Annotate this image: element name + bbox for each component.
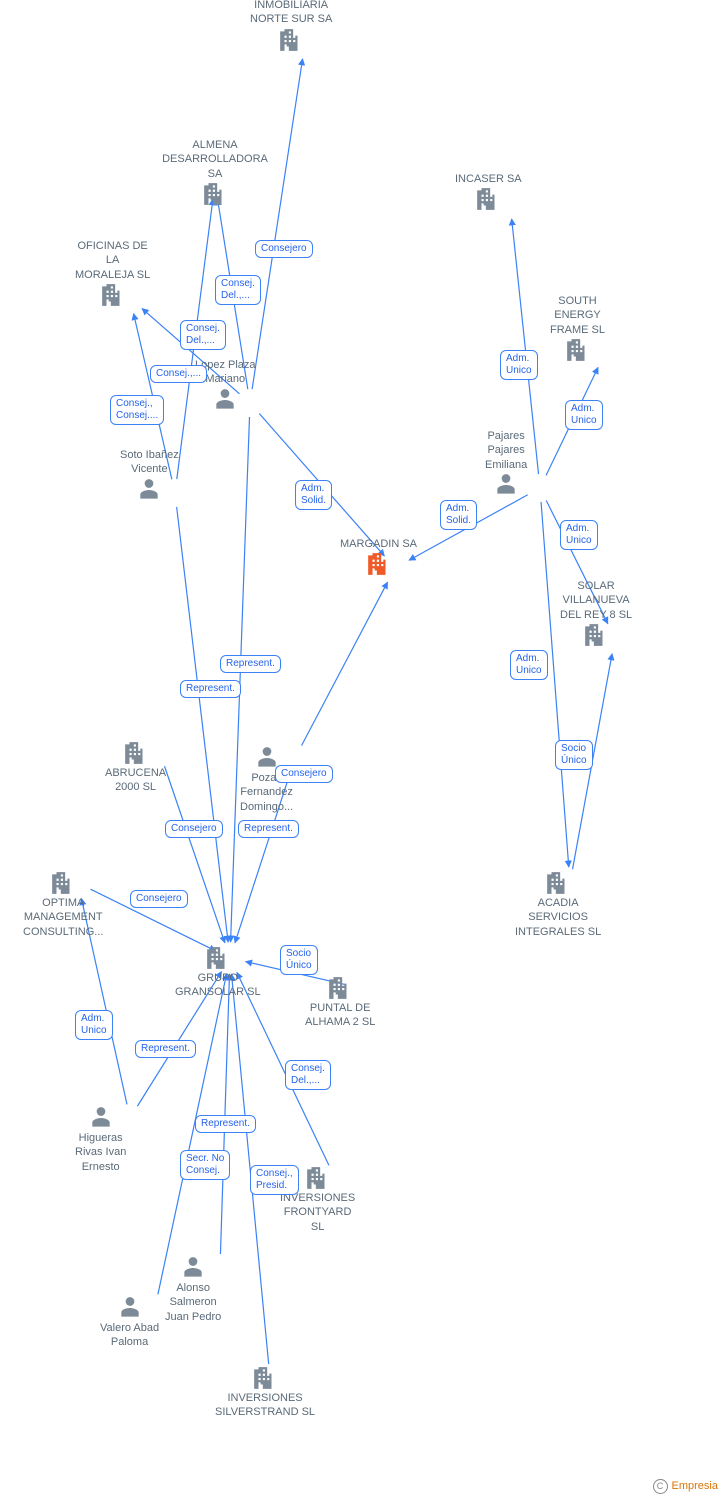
edge-label: Consejero [275, 765, 333, 783]
node-solar[interactable]: SOLARVILLANUEVADEL REY 8 SL [560, 579, 632, 648]
edge-label: Represent. [135, 1040, 196, 1058]
edge-label: Adm. Solid. [295, 480, 332, 510]
edge-label: Adm. Unico [510, 650, 548, 680]
node-acacia[interactable]: ACADIASERVICIOSINTEGRALES SL [515, 870, 601, 939]
node-south[interactable]: SOUTHENERGYFRAME SL [550, 294, 605, 363]
node-label: ALMENADESARROLLADORA SA [160, 138, 270, 181]
node-label: HiguerasRivas IvanErnesto [75, 1131, 126, 1174]
edge-label: Consejero [165, 820, 223, 838]
edge [165, 766, 225, 943]
node-label: OPTIMAMANAGEMENTCONSULTING... [23, 896, 103, 939]
edge-label: Consej. Del.,... [285, 1060, 331, 1090]
node-label: ACADIASERVICIOSINTEGRALES SL [515, 896, 601, 939]
node-label: AlonsoSalmeronJuan Pedro [165, 1281, 221, 1324]
edge [302, 582, 388, 745]
footer: C Empresia [653, 1479, 718, 1494]
node-label: INVERSIONESFRONTYARDSL [280, 1191, 355, 1234]
node-label: SOUTHENERGYFRAME SL [550, 294, 605, 337]
edge-label: Consej. Del.,... [215, 275, 261, 305]
edge-label: Consej. Del.,... [180, 320, 226, 350]
edge [177, 507, 228, 942]
node-label: INCASER SA [455, 172, 522, 186]
edge-label: Adm. Solid. [440, 500, 477, 530]
node-gransolar[interactable]: GRUPOGRANSOLAR SL [175, 945, 261, 1000]
edge-label: Secr. No Consej. [180, 1150, 230, 1180]
edge [158, 974, 227, 1295]
node-label: ABRUCENA2000 SL [105, 766, 166, 795]
edge-label: Consej.,... [150, 365, 207, 383]
node-margadin[interactable]: MARGADIN SA [340, 537, 417, 577]
node-label: Valero AbadPaloma [100, 1321, 159, 1350]
node-incaser[interactable]: INCASER SA [455, 172, 522, 212]
brand-label: Empresia [672, 1480, 718, 1492]
node-label: GRUPOGRANSOLAR SL [175, 971, 261, 1000]
node-soto[interactable]: Soto IbañezVicente [120, 448, 179, 503]
edge-label: Socio Único [280, 945, 318, 975]
node-pajares[interactable]: PajaresPajaresEmiliana [485, 429, 527, 498]
edge [220, 974, 229, 1254]
node-valero[interactable]: Valero AbadPaloma [100, 1295, 159, 1350]
edge-label: Adm. Unico [560, 520, 598, 550]
network-canvas: INMOBILIARIANORTE SUR SA ALMENADESARROLLA… [0, 0, 728, 1500]
node-almena[interactable]: ALMENADESARROLLADORA SA [160, 138, 270, 207]
node-higueras[interactable]: HiguerasRivas IvanErnesto [75, 1105, 126, 1174]
edge-label: Consejero [130, 890, 188, 908]
copyright-icon: C [653, 1479, 668, 1494]
node-abrucena[interactable]: ABRUCENA2000 SL [105, 740, 166, 795]
node-optima[interactable]: OPTIMAMANAGEMENTCONSULTING... [23, 870, 103, 939]
node-label: SOLARVILLANUEVADEL REY 8 SL [560, 579, 632, 622]
node-label: OFICINAS DELAMORALEJA SL [75, 239, 150, 282]
edge-label: Consej., Presid. [250, 1165, 299, 1195]
node-label: INVERSIONESSILVERSTRAND SL [215, 1391, 315, 1420]
node-alonso[interactable]: AlonsoSalmeronJuan Pedro [165, 1255, 221, 1324]
edge-label: Represent. [238, 820, 299, 838]
edge-label: Represent. [220, 655, 281, 673]
node-inmobiliaria[interactable]: INMOBILIARIANORTE SUR SA [250, 0, 332, 53]
node-label: INMOBILIARIANORTE SUR SA [250, 0, 332, 27]
edge-label: Socio Único [555, 740, 593, 770]
edge-label: Adm. Unico [500, 350, 538, 380]
edge-label: Represent. [195, 1115, 256, 1133]
edge-label: Consejero [255, 240, 313, 258]
node-label: MARGADIN SA [340, 537, 417, 551]
node-puntal[interactable]: PUNTAL DEALHAMA 2 SL [305, 975, 375, 1030]
node-label: Soto IbañezVicente [120, 448, 179, 477]
edge-label: Adm. Unico [565, 400, 603, 430]
edge [541, 502, 569, 867]
node-label: PajaresPajaresEmiliana [485, 429, 527, 472]
node-oficinas[interactable]: OFICINAS DELAMORALEJA SL [75, 239, 150, 308]
node-silverstrand[interactable]: INVERSIONESSILVERSTRAND SL [215, 1365, 315, 1420]
node-label: PUNTAL DEALHAMA 2 SL [305, 1001, 375, 1030]
edge-label: Represent. [180, 680, 241, 698]
edge-label: Consej., Consej.... [110, 395, 164, 425]
edge [252, 59, 302, 389]
edge-label: Adm. Unico [75, 1010, 113, 1040]
